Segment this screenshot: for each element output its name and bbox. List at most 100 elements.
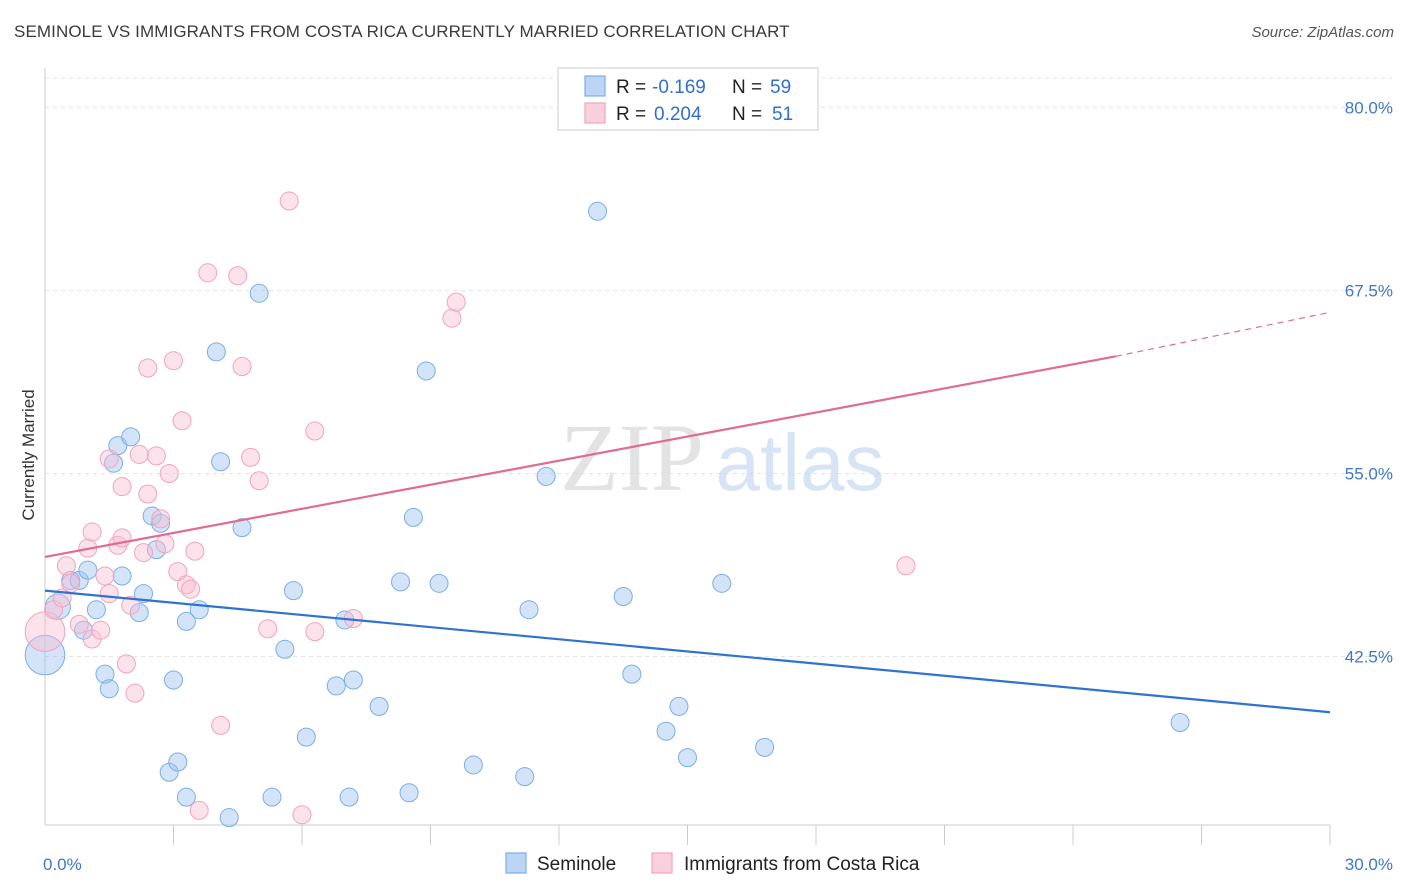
seminole-point	[391, 572, 411, 592]
seminole-point	[755, 737, 775, 757]
seminole-point	[168, 752, 188, 772]
costa-rica-point	[279, 191, 299, 211]
costa-rica-point	[896, 556, 916, 576]
costa-rica-point	[305, 421, 325, 441]
seminole-point	[588, 201, 608, 221]
costa-rica-point	[91, 620, 111, 640]
seminole-point	[326, 676, 346, 696]
costa-rica-point	[99, 584, 119, 604]
costa-rica-point	[151, 509, 171, 529]
seminole-point	[262, 787, 282, 807]
costa-rica-point	[168, 562, 188, 582]
legend-n-value-seminole: 59	[770, 77, 791, 98]
costa-rica-point	[189, 800, 209, 820]
legend-n-label-costa-rica: N =	[732, 104, 762, 125]
axes	[44, 68, 1331, 845]
seminole-point	[399, 783, 419, 803]
costa-rica-point	[95, 566, 115, 586]
legend-r-label-costa-rica: R =	[616, 104, 646, 125]
seminole-point	[463, 755, 483, 775]
seminole-point	[112, 566, 132, 586]
costa-rica-point	[116, 654, 136, 674]
seminole-point	[678, 748, 697, 768]
costa-rica-trend-line	[44, 355, 1117, 559]
costa-rica-point	[198, 263, 218, 283]
costa-rica-point	[56, 556, 76, 576]
costa-rica-point	[121, 595, 141, 615]
bottom-legend-costa-rica: Immigrants from Costa Rica	[684, 854, 920, 875]
costa-rica-point	[172, 411, 192, 431]
costa-rica-point	[24, 611, 66, 652]
legend-swatch-costa-rica	[584, 102, 606, 124]
seminole-point	[403, 507, 423, 527]
costa-rica-point	[446, 292, 466, 312]
costa-rica-point	[258, 619, 278, 639]
costa-rica-point	[125, 683, 145, 703]
costa-rica-point	[228, 266, 248, 286]
top-legend: R = -0.169 N = 59 R = 0.204 N = 51	[557, 67, 819, 131]
costa-rica-point	[138, 358, 158, 378]
y-tick-label: 67.5%	[1345, 281, 1393, 300]
seminole-point	[613, 587, 633, 607]
seminole-point	[232, 518, 252, 538]
trend-lines	[44, 311, 1331, 714]
legend-n-label-seminole: N =	[732, 77, 762, 98]
seminole-point	[416, 361, 436, 381]
legend-r-value-seminole: -0.169	[652, 77, 706, 98]
seminole-point	[296, 727, 316, 747]
costa-rica-point	[146, 446, 166, 466]
costa-rica-point	[129, 444, 149, 464]
bottom-legend: Seminole Immigrants from Costa Rica	[505, 852, 920, 875]
seminole-point	[369, 696, 389, 716]
costa-rica-point	[134, 543, 154, 563]
seminole-point	[343, 670, 363, 690]
seminole-point	[189, 600, 209, 620]
seminole-point	[151, 513, 171, 533]
seminole-point	[24, 634, 66, 676]
costa-rica-point	[181, 579, 201, 599]
seminole-point	[176, 787, 196, 807]
seminole-point	[206, 342, 226, 362]
costa-rica-point	[232, 357, 252, 377]
seminole-trend-line	[44, 589, 1331, 714]
seminole-point	[219, 808, 239, 828]
watermark-zip: ZIP	[560, 404, 704, 511]
seminole-point	[95, 664, 115, 684]
data-points	[24, 191, 1190, 828]
legend-swatch-seminole	[584, 75, 606, 97]
costa-rica-point	[82, 522, 102, 542]
source-label: Source: ZipAtlas.com	[1251, 24, 1394, 41]
legend-n-value-costa-rica: 51	[772, 104, 793, 125]
seminole-point	[339, 787, 359, 807]
y-tick-label: 55.0%	[1345, 464, 1393, 483]
watermark: ZIP atlas	[560, 404, 884, 511]
seminole-point	[99, 679, 119, 699]
y-tick-labels: 80.0% 67.5% 55.0% 42.5%	[1345, 98, 1393, 666]
costa-rica-point	[211, 715, 231, 735]
seminole-point	[1170, 712, 1190, 732]
seminole-point	[86, 600, 106, 620]
costa-rica-point	[69, 614, 89, 634]
y-tick-label: 42.5%	[1345, 648, 1393, 667]
seminole-point	[536, 466, 556, 486]
seminole-point	[78, 560, 98, 580]
seminole-point	[515, 767, 535, 787]
costa-rica-point	[61, 573, 81, 593]
seminole-point	[164, 670, 183, 690]
seminole-point	[275, 639, 295, 659]
legend-r-label-seminole: R =	[616, 77, 646, 98]
x-tick-labels: 0.0% 30.0%	[43, 855, 1393, 874]
seminole-point	[134, 584, 154, 604]
seminole-point	[519, 600, 539, 620]
costa-rica-point	[138, 484, 158, 504]
seminole-point	[656, 721, 676, 741]
x-tick-label-min: 0.0%	[43, 855, 82, 874]
seminole-point	[121, 427, 141, 447]
costa-rica-point	[442, 308, 462, 328]
seminole-point	[211, 452, 231, 472]
x-tick-label-max: 30.0%	[1345, 855, 1393, 874]
seminole-point	[622, 664, 642, 684]
costa-rica-point	[292, 805, 312, 825]
costa-rica-point	[185, 541, 205, 561]
